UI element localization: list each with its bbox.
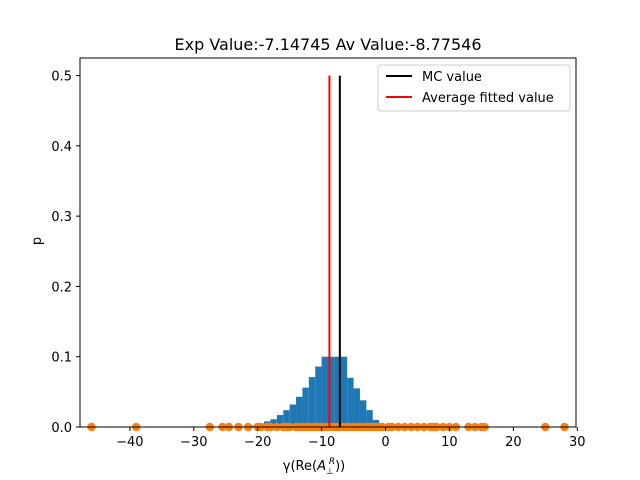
x-tick-label: −20 xyxy=(244,435,271,450)
y-tick-label: 0.0 xyxy=(51,421,72,436)
x-axis: −40 −30 −20 −10 0 10 20 30 xyxy=(116,427,586,450)
histogram-bar xyxy=(353,388,360,427)
y-tick-label: 0.4 xyxy=(51,140,72,155)
x-tick-label: −40 xyxy=(116,435,143,450)
plot-area xyxy=(79,57,577,432)
histogram-bar xyxy=(296,396,303,427)
legend-box xyxy=(377,64,571,112)
legend: MC value Average fitted value xyxy=(377,64,571,112)
histogram-bar xyxy=(315,366,322,427)
legend-label-mc-value: MC value xyxy=(422,70,482,85)
x-tick-label: 10 xyxy=(441,435,458,450)
axes-frame xyxy=(79,57,577,428)
histogram-bar xyxy=(308,377,316,427)
chart-title: Exp Value:-7.14745 Av Value:-8.77546 xyxy=(175,35,482,54)
x-tick-label: −30 xyxy=(180,435,207,450)
x-tick-label: 0 xyxy=(381,435,389,450)
histogram-bar xyxy=(340,356,348,427)
histogram-bar xyxy=(302,387,309,427)
histogram-bar xyxy=(359,400,367,427)
histogram-bar xyxy=(283,410,290,427)
y-tick-label: 0.1 xyxy=(51,351,72,366)
x-axis-label: γ(Re(A⊥R)) xyxy=(283,457,345,477)
y-tick-label: 0.5 xyxy=(51,70,72,85)
y-tick-label: 0.3 xyxy=(51,210,72,225)
histogram-bar xyxy=(270,419,277,427)
histogram-bar xyxy=(347,377,354,427)
x-tick-label: 30 xyxy=(569,435,586,450)
y-axis: 0.0 0.1 0.2 0.3 0.4 0.5 xyxy=(51,70,80,436)
histogram-bar xyxy=(276,415,284,427)
x-tick-label: −10 xyxy=(308,435,335,450)
histogram-bar xyxy=(366,410,373,427)
x-tick-label: 20 xyxy=(505,435,522,450)
histogram-bar xyxy=(321,356,328,427)
legend-label-average-fitted-value: Average fitted value xyxy=(422,91,554,106)
histogram-bar xyxy=(334,356,341,427)
y-tick-label: 0.2 xyxy=(51,280,72,295)
histogram-bar xyxy=(328,356,335,427)
histogram-bar xyxy=(289,404,297,427)
y-axis-label: p xyxy=(30,237,45,245)
